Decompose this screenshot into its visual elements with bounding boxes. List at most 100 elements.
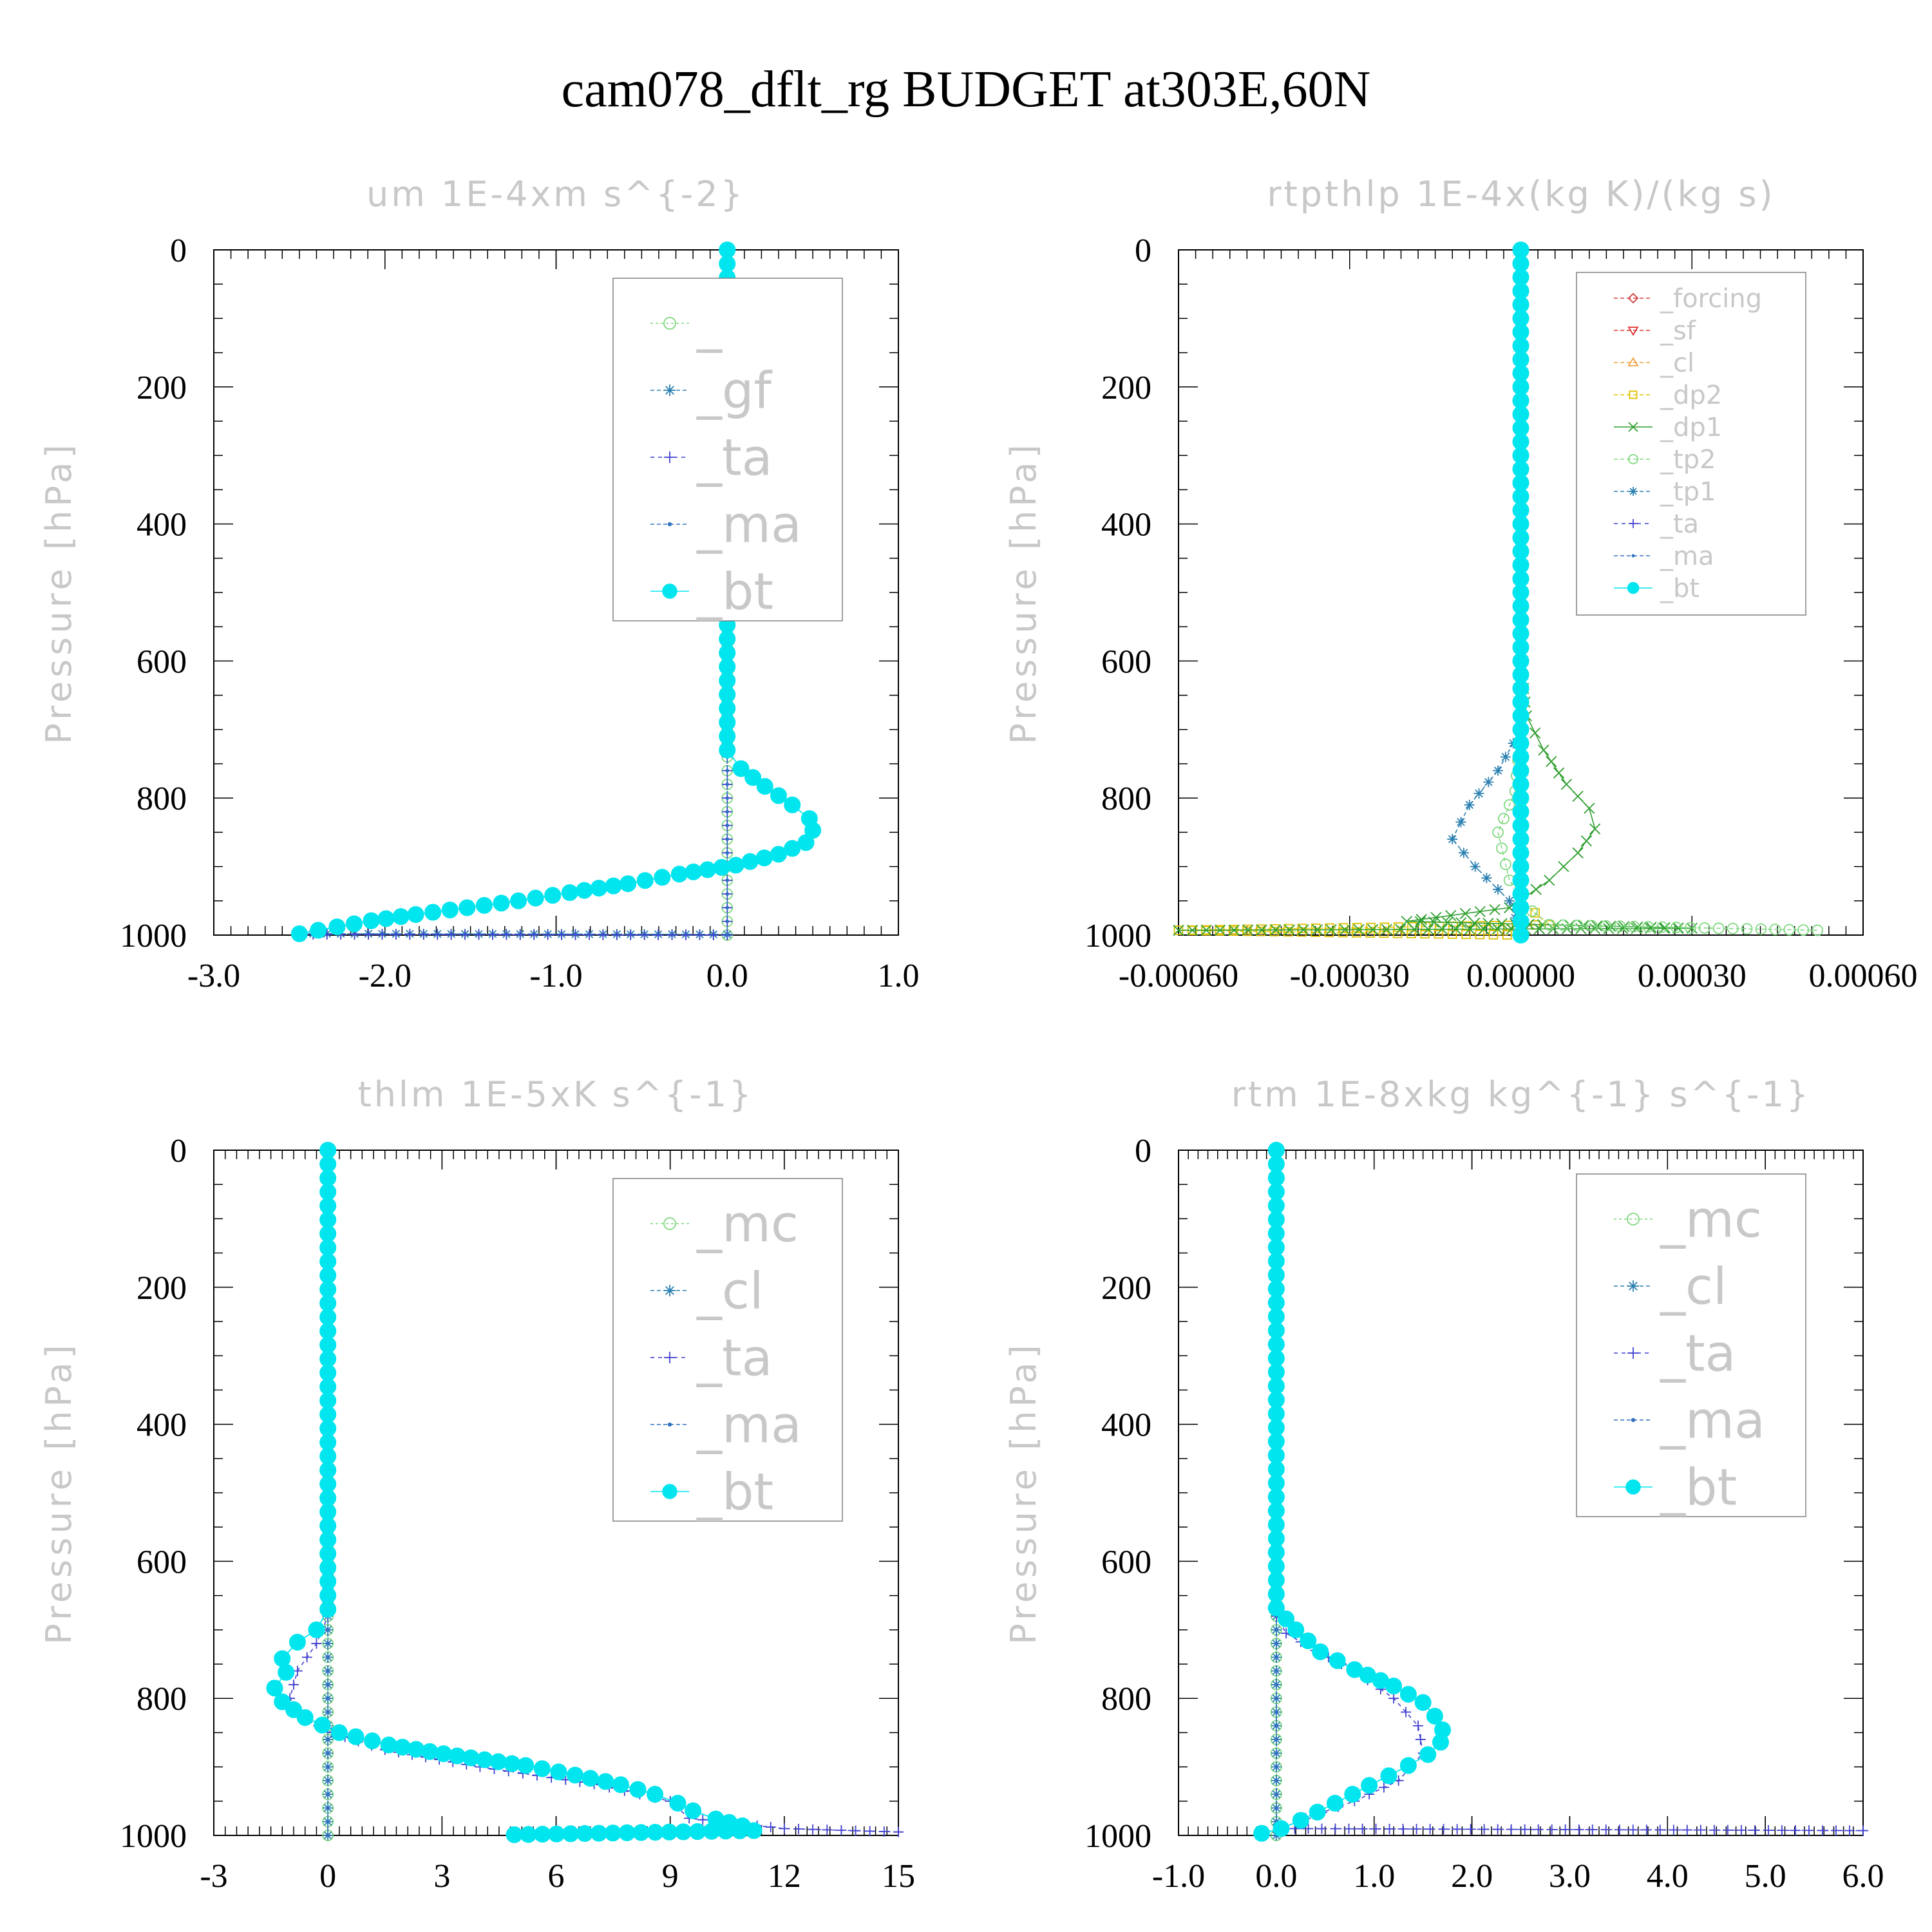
data-point (1274, 1792, 1278, 1796)
data-point (725, 878, 730, 882)
legend-label: _mc (1660, 1191, 1762, 1249)
data-point (1586, 920, 1598, 932)
data-point (1445, 909, 1457, 922)
data-point (661, 1823, 678, 1841)
data-point (1447, 834, 1458, 845)
data-point (576, 882, 593, 899)
data-point (725, 837, 730, 841)
data-point (1465, 1824, 1476, 1835)
panel-title: rtpthlp 1E-4x(kg K)/(kg s) (1267, 174, 1775, 214)
data-point (685, 1802, 702, 1819)
legend-label: _ma (1660, 1392, 1765, 1450)
chart-panel-3: thlm 1E-5xK s^{-1} Pressure [hPa] 0 200 400 6… (39, 1074, 915, 1895)
data-point (326, 1669, 330, 1673)
data-point (363, 912, 380, 929)
data-point (605, 877, 622, 895)
data-point (893, 1826, 904, 1837)
data-point (326, 1655, 330, 1660)
data-point (1361, 1777, 1378, 1794)
data-point (1560, 1824, 1571, 1835)
legend-label: _sf (1660, 316, 1696, 346)
data-point (850, 1825, 861, 1836)
data-point (1530, 727, 1541, 739)
data-point (1478, 923, 1490, 935)
series-markers-_bt (266, 1142, 762, 1843)
data-point (404, 929, 415, 940)
data-point (418, 929, 429, 940)
data-point (878, 1826, 889, 1837)
data-point (1464, 923, 1476, 935)
data-point (765, 1822, 776, 1833)
data-point (1543, 919, 1555, 931)
y-tick-label: 1000 (120, 918, 187, 954)
data-point (1584, 802, 1595, 814)
legend-marker (664, 384, 676, 396)
data-point (1483, 777, 1494, 788)
data-point (689, 1823, 706, 1841)
data-point (1385, 1678, 1403, 1695)
legend-marker (662, 1484, 677, 1499)
x-tick-label: 0.00030 (1638, 958, 1747, 994)
data-point (770, 787, 787, 804)
data-point (1580, 835, 1593, 847)
data-point (669, 1794, 687, 1812)
x-tick-label: 0.0 (706, 958, 748, 994)
y-tick-label: 0 (170, 232, 187, 269)
legend-marker (1627, 327, 1639, 336)
plot-data (266, 1142, 904, 1843)
data-point (1415, 1734, 1426, 1745)
legend-marker (1631, 1417, 1636, 1423)
data-point (326, 1683, 330, 1687)
data-point (424, 904, 442, 921)
data-point (1408, 923, 1420, 935)
legend-marker (1627, 292, 1639, 304)
data-point (1572, 847, 1584, 858)
data-point (1274, 1738, 1278, 1741)
data-point (326, 1710, 330, 1714)
data-point (1479, 1824, 1490, 1835)
legend: _mc _cl _ta _ma _bt (612, 1178, 843, 1522)
x-tick-label: 0.00000 (1466, 958, 1575, 994)
data-point (1558, 860, 1569, 873)
data-point (1274, 1779, 1278, 1783)
y-tick-label: 400 (137, 507, 187, 544)
data-point (1627, 1824, 1638, 1835)
data-point (493, 895, 510, 912)
data-point (1502, 930, 1512, 940)
data-point (670, 866, 688, 883)
data-point (441, 901, 459, 918)
legend-marker (664, 1285, 676, 1296)
data-point (326, 1765, 330, 1769)
data-point (1434, 929, 1444, 939)
data-point (1498, 813, 1510, 825)
data-point (301, 1652, 312, 1663)
data-point (1411, 1824, 1422, 1835)
data-point (1267, 1599, 1285, 1616)
data-point (1432, 1734, 1449, 1751)
legend-marker (667, 522, 672, 527)
data-point (822, 1824, 833, 1835)
x-tick-label: 0.0 (1255, 1858, 1297, 1895)
data-point (289, 1679, 299, 1690)
legend-label: _ma (696, 496, 802, 554)
data-point (1215, 924, 1226, 936)
data-point (1447, 929, 1457, 939)
data-point (611, 929, 622, 940)
data-point (1378, 1782, 1389, 1793)
legend-label: _bt (696, 563, 773, 621)
data-point (326, 1642, 330, 1645)
data-point (1741, 923, 1753, 935)
data-point (1844, 1825, 1855, 1836)
data-point (1817, 1825, 1828, 1836)
data-point (1600, 920, 1612, 932)
data-point (694, 929, 705, 940)
data-point (570, 929, 581, 940)
data-point (1482, 918, 1494, 929)
legend-marker (1629, 390, 1638, 399)
data-point (1830, 1825, 1841, 1836)
x-tick-label: 1.0 (878, 958, 920, 994)
data-point (1572, 790, 1584, 802)
data-point (699, 861, 716, 878)
y-tick-label: 400 (1101, 507, 1151, 544)
series-markers-_bt (1253, 1142, 1452, 1842)
